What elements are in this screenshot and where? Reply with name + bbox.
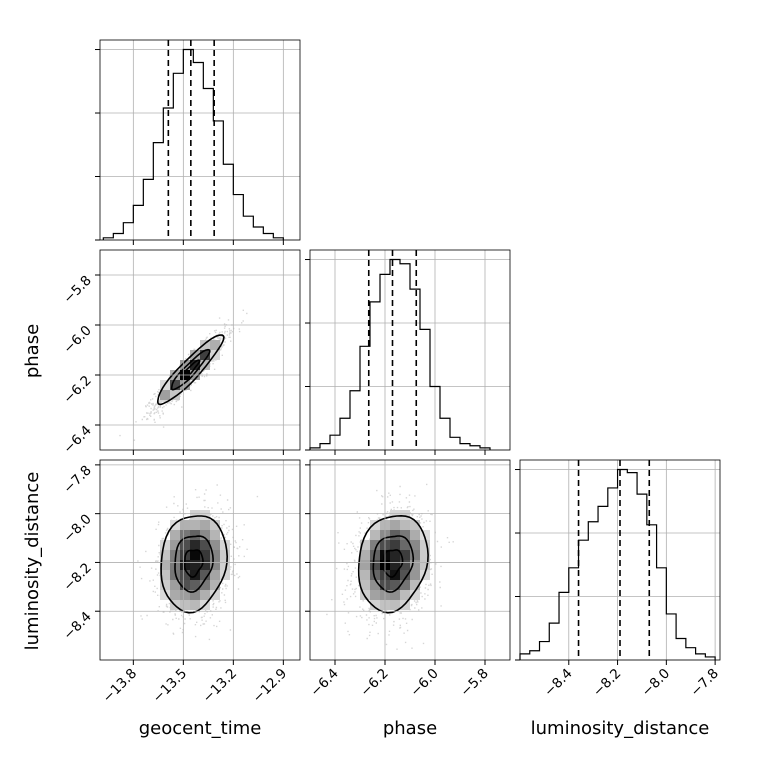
hist-step-phase: [309, 258, 491, 450]
ytick-label-phase: −5.8: [60, 273, 94, 307]
contour-middle: [372, 535, 415, 593]
panel-frame: [519, 459, 721, 661]
ytick-label-luminosity-distance: −8.4: [60, 609, 94, 643]
ytick-label-luminosity-distance: −8.0: [60, 511, 94, 545]
contour-outer: [357, 514, 429, 614]
contour-middle: [170, 348, 211, 391]
xtick-label-luminosity-distance: −8.4: [541, 666, 575, 700]
xtick-label-geocent-time: −13.5: [150, 666, 191, 707]
xlabel-phase: phase: [383, 718, 437, 739]
panel-bg: [100, 40, 300, 240]
xlabel-luminosity-distance: luminosity_distance: [531, 718, 710, 739]
ytick-label-phase: −6.2: [60, 373, 94, 407]
contour-outer: [160, 515, 229, 614]
scatter-panel-phase-vs-luminosity-distance: [305, 459, 511, 665]
xtick-label-geocent-time: −13.8: [100, 666, 141, 707]
scatter-points: [119, 309, 248, 441]
scatter-panel-geocent-time-vs-phase: [95, 249, 301, 455]
contour-inner: [382, 549, 404, 578]
ytick-label-luminosity-distance: −8.2: [60, 560, 94, 594]
xtick-label-phase: −6.2: [357, 666, 391, 700]
contour-inner: [180, 359, 201, 381]
contour-outer: [156, 334, 225, 406]
hist-step-luminosity-distance: [519, 468, 716, 660]
contour-inner: [183, 549, 204, 578]
scatter-panel-geocent-time-vs-luminosity-distance: [95, 459, 301, 665]
panel-frame: [309, 249, 511, 451]
xtick-label-luminosity-distance: −7.8: [687, 666, 721, 700]
panel-frame: [99, 249, 301, 451]
hist-panel-geocent-time: [95, 39, 301, 245]
panel-frame: [99, 459, 301, 661]
xlabel-geocent-time: geocent_time: [139, 718, 262, 739]
xtick-label-phase: −6.4: [307, 666, 341, 700]
hist-panel-phase: [305, 249, 511, 455]
xtick-label-geocent-time: −13.2: [200, 666, 241, 707]
ytick-label-phase: −6.4: [60, 423, 94, 457]
contour-middle: [174, 535, 214, 593]
panel-frame: [309, 459, 511, 661]
xtick-label-luminosity-distance: −8.2: [590, 666, 624, 700]
xtick-label-phase: −6.0: [407, 666, 441, 700]
panels-layer: [95, 39, 721, 665]
ytick-label-luminosity-distance: −7.8: [60, 462, 94, 496]
ytick-label-phase: −6.0: [60, 323, 94, 357]
xtick-label-phase: −5.8: [457, 666, 491, 700]
density-bins: [160, 510, 230, 610]
hist-step-geocent-time: [102, 48, 284, 240]
xtick-label-geocent-time: −12.9: [250, 666, 291, 707]
panel-frame: [99, 39, 301, 241]
hist-panel-luminosity-distance: [515, 459, 721, 665]
xtick-label-luminosity-distance: −8.0: [639, 666, 673, 700]
ylabel-phase: phase: [22, 324, 43, 378]
ylabel-luminosity-distance: luminosity_distance: [22, 472, 43, 651]
